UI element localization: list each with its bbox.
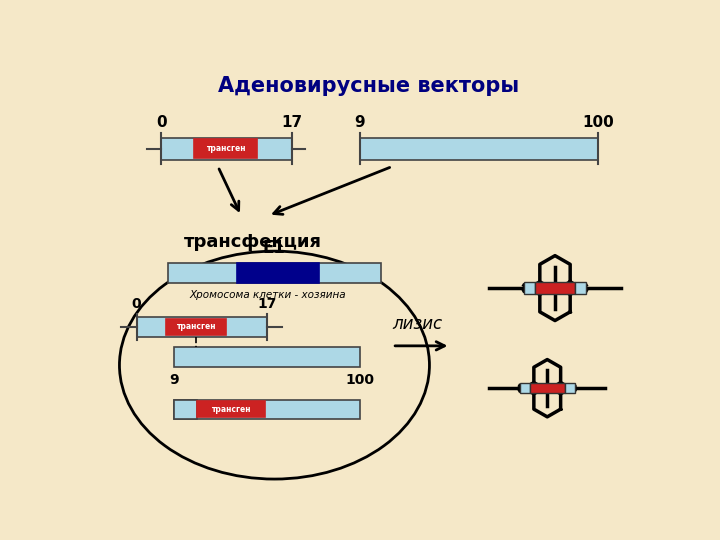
Bar — [523, 282, 535, 294]
Bar — [565, 383, 575, 394]
Bar — [174, 347, 360, 367]
Text: 17: 17 — [281, 115, 302, 130]
Bar — [161, 138, 292, 159]
Bar — [575, 282, 586, 294]
Text: 0: 0 — [132, 297, 141, 311]
Bar — [174, 400, 197, 419]
Text: 100: 100 — [582, 115, 614, 130]
Bar — [197, 401, 265, 417]
Text: E1: E1 — [263, 239, 286, 257]
Text: 9: 9 — [354, 115, 365, 130]
Bar — [137, 318, 266, 336]
Bar — [168, 264, 381, 283]
Text: 9: 9 — [169, 373, 179, 387]
Text: Хромосома клетки - хозяина: Хромосома клетки - хозяина — [190, 291, 346, 300]
Bar — [194, 139, 258, 158]
Bar — [238, 264, 319, 283]
Text: трансген: трансген — [211, 405, 251, 414]
Text: 17: 17 — [257, 297, 276, 311]
Bar — [530, 383, 565, 394]
Text: трансфекция: трансфекция — [184, 233, 322, 251]
Text: 0: 0 — [156, 115, 166, 130]
Text: лизис: лизис — [392, 315, 442, 333]
Text: Аденовирусные векторы: Аденовирусные векторы — [218, 76, 520, 96]
Bar — [360, 138, 598, 159]
Text: трансген: трансген — [176, 322, 216, 332]
Bar — [520, 383, 530, 394]
Bar — [174, 400, 360, 419]
Bar — [535, 282, 575, 294]
Text: трансген: трансген — [206, 144, 246, 153]
Text: 100: 100 — [345, 373, 374, 387]
Bar — [166, 319, 226, 335]
